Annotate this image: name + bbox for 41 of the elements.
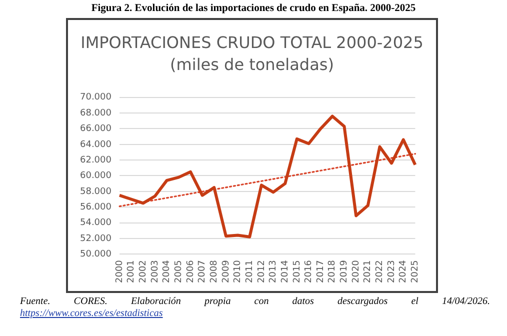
- x-tick-label: 2014: [280, 260, 290, 283]
- x-tick-label: 2008: [209, 260, 220, 283]
- y-tick-label: 50.000: [80, 249, 112, 260]
- x-tick-label: 2013: [268, 260, 279, 283]
- x-tick-label: 2025: [410, 260, 421, 283]
- x-tick-label: 2020: [351, 260, 362, 283]
- chart-title: Figura 2. Evolución de las importaciones de crudo en España. 2000-2025: [90, 3, 417, 14]
- x-tick-label: 2000: [114, 260, 125, 283]
- x-tick-label: 2011: [244, 260, 255, 283]
- x-tick-label: 2024: [398, 260, 409, 283]
- y-tick-label: 54.000: [80, 218, 112, 228]
- x-tick-label: 2010: [233, 260, 244, 283]
- y-tick-label: 62.000: [80, 155, 112, 166]
- x-tick-label: 2019: [340, 260, 350, 283]
- x-tick-label: 2001: [126, 260, 137, 283]
- x-tick-label: 2015: [292, 260, 302, 283]
- x-tick-label: 2003: [150, 260, 160, 283]
- x-tick-label: 2005: [174, 260, 184, 283]
- y-tick-label: 70.000: [80, 92, 112, 103]
- x-tick-label: 2017: [316, 260, 326, 283]
- y-tick-label: 68.000: [80, 108, 112, 118]
- x-tick-label: 2007: [198, 260, 208, 283]
- y-tick-label: 56.000: [80, 202, 112, 212]
- y-tick-label: 60.000: [80, 171, 112, 182]
- y-tick-label: 58.000: [80, 186, 112, 197]
- source-note: Fuente. CORES. Elaboración propia con datos descargados el 14/04/2026.: [20, 296, 490, 308]
- chart-subtitle: IMPORTACIONES CRUDO TOTAL 2000-2025 (miles de toneladas): [80, 32, 424, 76]
- x-tick-label: 2023: [386, 260, 397, 283]
- x-tick-label: 2004: [162, 260, 172, 283]
- x-tick-label: 2016: [304, 260, 314, 283]
- x-tick-label: 2009: [221, 260, 232, 283]
- y-tick-label: 66.000: [80, 124, 112, 134]
- x-tick-label: 2021: [363, 260, 374, 283]
- x-tick-label: 2018: [328, 260, 338, 283]
- x-tick-label: 2006: [186, 260, 196, 283]
- text: https://www.cores.es/es/estadisticas: [20, 308, 164, 320]
- x-tick-label: 2022: [375, 260, 386, 283]
- x-tick-label: 2002: [138, 260, 148, 283]
- y-tick-label: 64.000: [80, 140, 112, 150]
- y-tick-label: 52.000: [80, 234, 112, 244]
- x-tick-label: 2012: [256, 260, 267, 283]
